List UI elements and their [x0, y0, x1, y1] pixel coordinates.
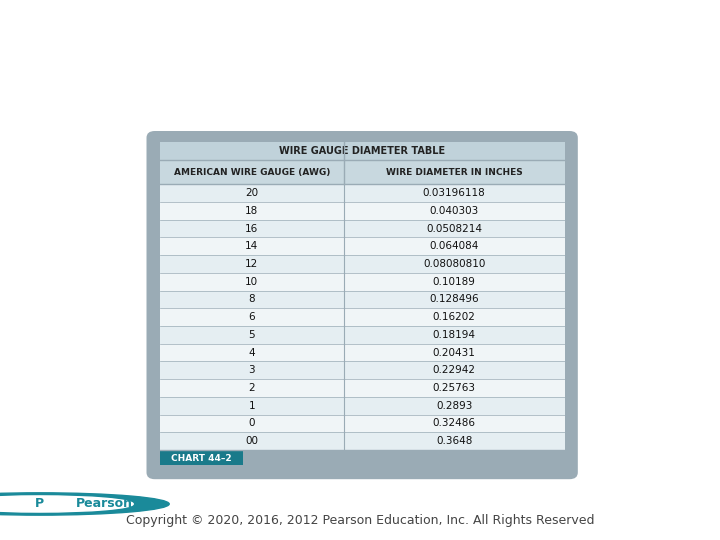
Text: 1: 1: [248, 401, 255, 411]
Text: 0.128496: 0.128496: [429, 294, 479, 305]
Text: and the actual conductor diameter in inches.: and the actual conductor diameter in inc…: [18, 83, 720, 111]
Bar: [160, 308, 564, 326]
Text: 0.32486: 0.32486: [433, 418, 476, 428]
Text: 0.2893: 0.2893: [436, 401, 472, 411]
Bar: [160, 344, 564, 361]
Text: 4: 4: [248, 348, 255, 357]
Bar: [160, 291, 564, 308]
Text: 6: 6: [248, 312, 255, 322]
Text: 0.3648: 0.3648: [436, 436, 472, 446]
Bar: [160, 379, 564, 397]
Bar: [160, 238, 564, 255]
Text: WIRE DIAMETER IN INCHES: WIRE DIAMETER IN INCHES: [386, 168, 523, 177]
Text: 2: 2: [248, 383, 255, 393]
Text: 0.064084: 0.064084: [430, 241, 479, 251]
Text: 0.08080810: 0.08080810: [423, 259, 485, 269]
Text: 0.16202: 0.16202: [433, 312, 476, 322]
Text: 0.20431: 0.20431: [433, 348, 476, 357]
Text: 5: 5: [248, 330, 255, 340]
Text: 0.25763: 0.25763: [433, 383, 476, 393]
Text: AMERICAN WIRE GAUGE (AWG): AMERICAN WIRE GAUGE (AWG): [174, 168, 330, 177]
Bar: [160, 220, 564, 238]
Text: 12: 12: [246, 259, 258, 269]
Bar: [160, 160, 564, 184]
Text: 0.040303: 0.040303: [430, 206, 479, 216]
Text: 0.22942: 0.22942: [433, 366, 476, 375]
Text: Chart 44-2 American wire gauge (AWG) number: Chart 44-2 American wire gauge (AWG) num…: [18, 31, 720, 59]
Text: Pearson: Pearson: [76, 497, 132, 510]
Bar: [160, 415, 564, 433]
Bar: [160, 326, 564, 344]
Bar: [160, 202, 564, 220]
Text: 0.03196118: 0.03196118: [423, 188, 485, 198]
Text: 0.18194: 0.18194: [433, 330, 476, 340]
Text: WIRE GAUGE DIAMETER TABLE: WIRE GAUGE DIAMETER TABLE: [279, 146, 445, 156]
Text: 16: 16: [246, 224, 258, 233]
Bar: [160, 361, 564, 379]
Bar: [160, 141, 564, 160]
Text: 0.0508214: 0.0508214: [426, 224, 482, 233]
Bar: [160, 273, 564, 291]
Bar: [160, 433, 564, 450]
Bar: [160, 397, 564, 415]
Text: 14: 14: [246, 241, 258, 251]
Text: 0.10189: 0.10189: [433, 276, 476, 287]
Circle shape: [0, 493, 169, 515]
Circle shape: [0, 496, 133, 512]
Text: 20: 20: [246, 188, 258, 198]
Text: 3: 3: [248, 366, 255, 375]
Text: 8: 8: [248, 294, 255, 305]
Text: 0: 0: [248, 418, 255, 428]
Text: 10: 10: [246, 276, 258, 287]
Bar: [160, 255, 564, 273]
Text: 00: 00: [246, 436, 258, 446]
Bar: [160, 184, 564, 202]
Bar: [160, 451, 243, 465]
Text: P: P: [35, 497, 44, 510]
Text: CHART 44–2: CHART 44–2: [171, 454, 232, 463]
FancyBboxPatch shape: [146, 131, 578, 479]
Text: 18: 18: [246, 206, 258, 216]
Text: Copyright © 2020, 2016, 2012 Pearson Education, Inc. All Rights Reserved: Copyright © 2020, 2016, 2012 Pearson Edu…: [126, 514, 594, 526]
